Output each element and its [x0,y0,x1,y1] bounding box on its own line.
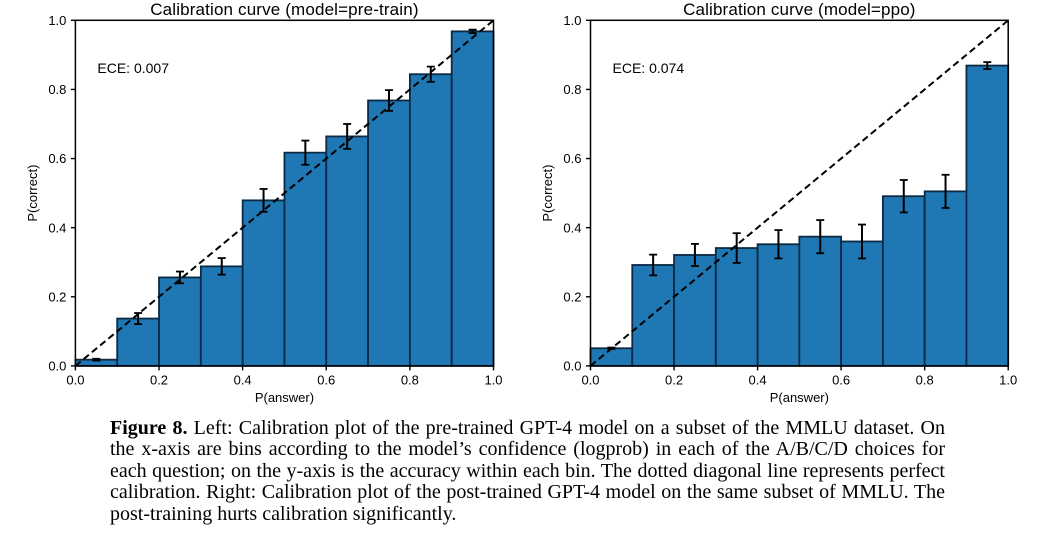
svg-text:0.8: 0.8 [401,373,419,388]
svg-text:0.0: 0.0 [563,359,581,374]
svg-text:P(answer): P(answer) [770,390,829,405]
svg-text:0.4: 0.4 [234,373,252,388]
svg-text:0.2: 0.2 [48,289,66,304]
svg-text:0.6: 0.6 [317,373,335,388]
svg-text:0.2: 0.2 [563,289,581,304]
svg-text:1.0: 1.0 [484,373,502,388]
svg-text:Calibration curve (model=ppo): Calibration curve (model=ppo) [683,0,916,19]
svg-text:ECE: 0.007: ECE: 0.007 [97,60,169,76]
svg-text:P(answer): P(answer) [255,390,314,405]
svg-text:1.0: 1.0 [48,13,66,28]
svg-text:0.6: 0.6 [563,151,581,166]
svg-text:0.4: 0.4 [563,220,581,235]
svg-text:0.0: 0.0 [66,373,84,388]
svg-text:0.2: 0.2 [665,373,683,388]
svg-text:0.6: 0.6 [48,151,66,166]
svg-text:1.0: 1.0 [563,13,581,28]
svg-text:1.0: 1.0 [999,373,1017,388]
svg-text:P(correct): P(correct) [540,165,555,222]
svg-text:Calibration curve (model=pre-t: Calibration curve (model=pre-train) [150,0,418,19]
svg-text:0.8: 0.8 [563,82,581,97]
svg-text:0.8: 0.8 [916,373,934,388]
svg-text:0.6: 0.6 [832,373,850,388]
svg-text:0.4: 0.4 [48,220,66,235]
svg-text:0.4: 0.4 [749,373,767,388]
svg-text:0.2: 0.2 [150,373,168,388]
svg-text:0.0: 0.0 [48,359,66,374]
svg-text:P(correct): P(correct) [25,165,40,222]
svg-text:0.0: 0.0 [581,373,599,388]
svg-text:ECE: 0.074: ECE: 0.074 [613,60,685,76]
svg-text:0.8: 0.8 [48,82,66,97]
